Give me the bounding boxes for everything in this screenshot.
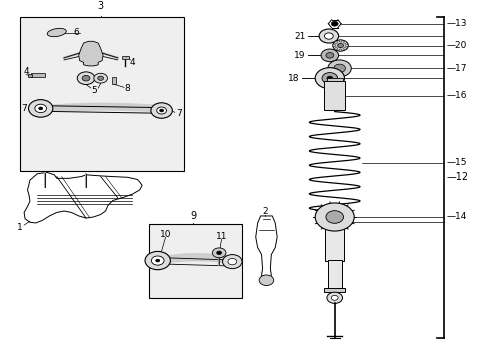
Text: —13: —13 bbox=[446, 19, 466, 28]
Circle shape bbox=[325, 53, 333, 58]
Circle shape bbox=[326, 76, 332, 80]
Text: —16: —16 bbox=[446, 91, 466, 100]
Circle shape bbox=[222, 255, 242, 269]
Bar bbox=[27, 74, 32, 77]
Text: 8: 8 bbox=[124, 84, 129, 93]
Text: —12: —12 bbox=[446, 172, 468, 181]
Circle shape bbox=[39, 107, 42, 110]
Circle shape bbox=[156, 259, 159, 262]
Circle shape bbox=[259, 275, 273, 285]
Ellipse shape bbox=[47, 28, 66, 37]
Circle shape bbox=[324, 33, 332, 39]
Circle shape bbox=[151, 103, 172, 118]
Circle shape bbox=[145, 251, 170, 270]
Text: 7: 7 bbox=[21, 104, 27, 113]
Text: —14: —14 bbox=[446, 212, 466, 221]
Text: 2: 2 bbox=[262, 207, 268, 216]
Bar bbox=[327, 260, 341, 289]
Circle shape bbox=[77, 72, 95, 85]
Circle shape bbox=[98, 76, 103, 80]
Circle shape bbox=[322, 73, 337, 84]
Circle shape bbox=[94, 73, 107, 83]
Text: 21: 21 bbox=[293, 32, 305, 41]
Bar bbox=[324, 288, 345, 292]
Circle shape bbox=[334, 48, 337, 50]
Circle shape bbox=[321, 49, 338, 62]
Bar bbox=[112, 77, 116, 84]
Circle shape bbox=[338, 40, 341, 42]
Bar bbox=[31, 73, 44, 77]
Circle shape bbox=[327, 60, 350, 77]
Circle shape bbox=[315, 203, 353, 231]
Polygon shape bbox=[79, 41, 103, 66]
Bar bbox=[325, 221, 344, 261]
Circle shape bbox=[159, 109, 163, 112]
Circle shape bbox=[216, 251, 221, 255]
Text: 4: 4 bbox=[23, 67, 29, 76]
Text: 4: 4 bbox=[129, 58, 135, 67]
Circle shape bbox=[151, 256, 163, 265]
Circle shape bbox=[28, 100, 53, 117]
Circle shape bbox=[334, 41, 337, 43]
Text: 7: 7 bbox=[176, 109, 182, 118]
Bar bbox=[20, 17, 183, 171]
Text: —15: —15 bbox=[446, 158, 466, 167]
Circle shape bbox=[343, 41, 346, 43]
Bar bbox=[122, 56, 129, 59]
Circle shape bbox=[343, 48, 346, 50]
Text: 18: 18 bbox=[287, 74, 299, 83]
Text: —20: —20 bbox=[446, 41, 466, 50]
Bar bbox=[326, 78, 342, 81]
Text: 11: 11 bbox=[215, 232, 227, 241]
Circle shape bbox=[212, 248, 225, 258]
Bar bbox=[324, 81, 345, 110]
Circle shape bbox=[330, 295, 337, 300]
Text: 5: 5 bbox=[91, 86, 97, 95]
Circle shape bbox=[227, 258, 236, 265]
Text: 10: 10 bbox=[160, 230, 171, 239]
Text: 6: 6 bbox=[73, 28, 79, 37]
Circle shape bbox=[332, 45, 335, 46]
Bar bbox=[149, 224, 242, 298]
Text: 1: 1 bbox=[17, 223, 23, 232]
Circle shape bbox=[330, 21, 337, 26]
Circle shape bbox=[319, 29, 338, 43]
Circle shape bbox=[326, 292, 342, 303]
Circle shape bbox=[345, 45, 347, 46]
Circle shape bbox=[157, 107, 166, 114]
Circle shape bbox=[338, 49, 341, 51]
Circle shape bbox=[315, 68, 344, 89]
Text: —17: —17 bbox=[446, 64, 466, 73]
Circle shape bbox=[337, 44, 343, 48]
Text: 9: 9 bbox=[190, 211, 196, 221]
Text: 3: 3 bbox=[98, 1, 103, 12]
Text: 19: 19 bbox=[293, 51, 305, 60]
Circle shape bbox=[35, 104, 46, 113]
Circle shape bbox=[332, 40, 347, 51]
Circle shape bbox=[325, 211, 343, 223]
Circle shape bbox=[82, 75, 90, 81]
Circle shape bbox=[333, 64, 345, 73]
